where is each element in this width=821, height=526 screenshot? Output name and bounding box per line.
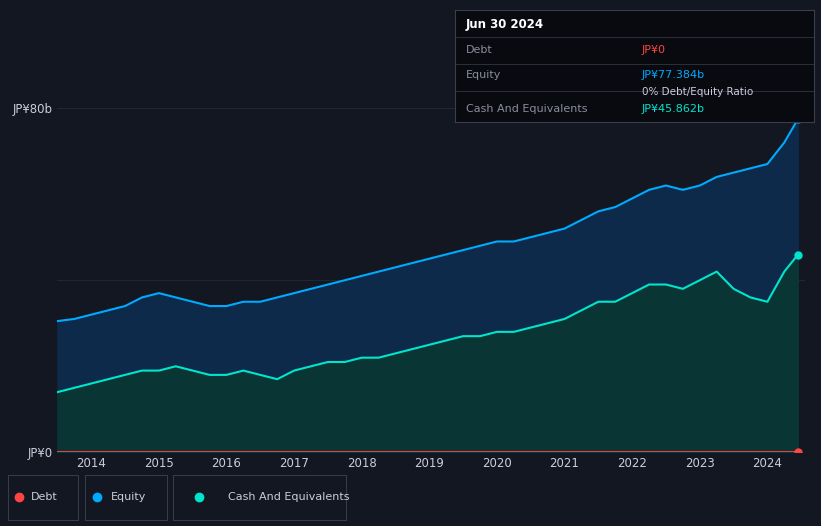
Text: Debt: Debt [30, 492, 57, 502]
Text: Equity: Equity [111, 492, 146, 502]
Text: 0% Debt/Equity Ratio: 0% Debt/Equity Ratio [642, 87, 753, 97]
Text: Cash And Equivalents: Cash And Equivalents [228, 492, 350, 502]
Text: JP¥45.862b: JP¥45.862b [642, 104, 704, 114]
Text: JP¥0: JP¥0 [642, 45, 666, 55]
Text: Equity: Equity [466, 70, 501, 80]
Text: JP¥77.384b: JP¥77.384b [642, 70, 705, 80]
Text: Jun 30 2024: Jun 30 2024 [466, 18, 544, 31]
Text: Debt: Debt [466, 45, 493, 55]
Text: Cash And Equivalents: Cash And Equivalents [466, 104, 587, 114]
